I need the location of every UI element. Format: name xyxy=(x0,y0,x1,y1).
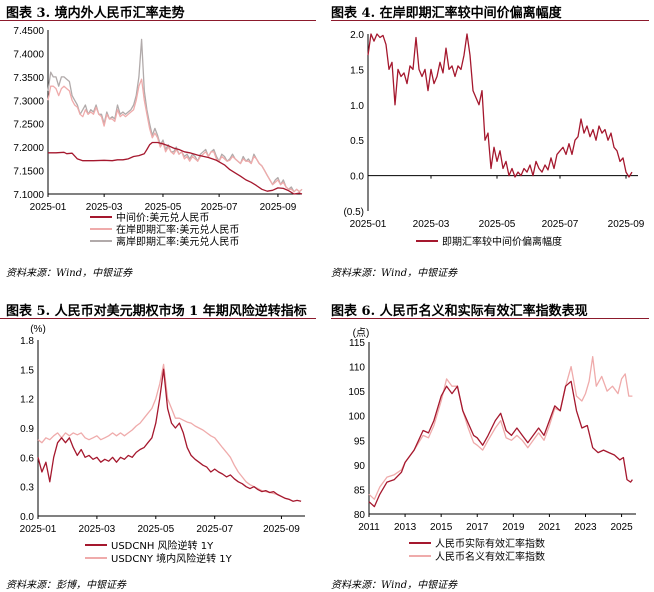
x-tick-label: 2017 xyxy=(466,522,489,533)
source-note: 资料来源：彭博，中银证券 xyxy=(6,580,126,591)
legend-label: 人民币名义有效汇率指数 xyxy=(435,550,545,563)
series-line xyxy=(37,363,294,502)
panel-title: 图表 4. 在岸即期汇率较中间价偏离幅度 xyxy=(331,6,562,21)
series-line xyxy=(37,368,302,502)
legend-label: 离岸即期汇率:美元兑人民币 xyxy=(116,235,239,248)
source-note: 资料来源：Wind，中银证券 xyxy=(331,580,458,591)
y-tick-label: 105 xyxy=(348,387,365,398)
y-tick-label: 0.5 xyxy=(350,136,364,147)
panel-title: 图表 3. 境内外人民币汇率走势 xyxy=(6,6,185,21)
panel-onshore-offshore: 图表 3. 境内外人民币汇率走势 7.4500 7.4000 7.3500 7.300… xyxy=(0,0,320,290)
y-axis-unit: (点) xyxy=(353,327,370,339)
x-tick-label: 2025-09 xyxy=(263,524,300,535)
x-tick-label: 2025-01 xyxy=(20,524,57,535)
x-tick-label: 2025-07 xyxy=(196,524,233,535)
x-tick-label: 2025-01 xyxy=(350,219,387,230)
x-tick-label: 2025-03 xyxy=(79,524,116,535)
y-tick-label: 85 xyxy=(354,485,366,496)
y-tick-label: 80 xyxy=(354,510,366,521)
title-divider xyxy=(331,20,649,21)
x-tick-label: 2025-09 xyxy=(608,219,645,230)
series-line xyxy=(47,78,303,193)
panel-risk-reversal: 图表 5. 人民币对美元期权市场 1 年期风险逆转指标 1.8 1.5 1.2 0.9… xyxy=(0,298,320,592)
y-tick-label: 0.0 xyxy=(350,172,364,183)
panel-title: 图表 6. 人民币名义和实际有效汇率指数表现 xyxy=(331,304,588,319)
series-line xyxy=(48,141,303,195)
y-tick-label: 100 xyxy=(348,412,365,423)
y-tick-label: 7.2000 xyxy=(13,143,44,154)
x-tick-label: 2025-07 xyxy=(542,219,579,230)
x-tick-label: 2025-03 xyxy=(86,202,123,213)
x-tick-label: 2025 xyxy=(610,522,633,533)
y-tick-label: 7.4500 xyxy=(13,26,44,37)
series-line xyxy=(367,33,633,178)
x-tick-label: 2013 xyxy=(394,522,417,533)
x-tick-label: 2015 xyxy=(430,522,453,533)
legend-label: USDCNH 风险逆转 1Y xyxy=(111,539,214,552)
x-tick-label: 2025-03 xyxy=(413,219,450,230)
y-tick-label: 115 xyxy=(349,338,365,349)
y-tick-label: 90 xyxy=(354,461,366,472)
title-divider xyxy=(0,318,316,319)
y-tick-label: 1.8 xyxy=(20,336,34,347)
y-tick-label: 1.2 xyxy=(20,395,34,406)
x-tick-label: 2011 xyxy=(358,522,380,533)
series-line xyxy=(368,380,633,508)
y-tick-label: 7.1500 xyxy=(13,167,44,178)
legend-label: USDCNY 境内风险逆转 1Y xyxy=(111,552,233,565)
x-tick-label: 2025-09 xyxy=(260,202,297,213)
y-tick-label: 7.3500 xyxy=(13,73,44,84)
series-line xyxy=(368,356,633,500)
y-tick-label: 110 xyxy=(349,363,365,374)
y-tick-label: 7.2500 xyxy=(13,120,44,131)
legend-label: 中间价:美元兑人民币 xyxy=(116,211,209,224)
x-tick-label: 2021 xyxy=(538,522,561,533)
legend-label: 人民币实际有效汇率指数 xyxy=(435,537,545,550)
x-tick-label: 2025-07 xyxy=(201,202,238,213)
x-tick-label: 2025-05 xyxy=(479,219,516,230)
x-tick-label: 2023 xyxy=(574,522,597,533)
title-divider xyxy=(0,20,316,21)
x-tick-label: 2025-01 xyxy=(30,202,67,213)
y-tick-label: 7.3000 xyxy=(13,96,44,107)
y-tick-label: 0.6 xyxy=(20,453,34,464)
panel-spot-deviation: 图表 4. 在岸即期汇率较中间价偏离幅度 2.0 1.5 1.0 0.5 0.0 (0.5… xyxy=(331,0,654,290)
y-tick-label: 1.0 xyxy=(350,101,364,112)
source-note: 资料来源：Wind，中银证券 xyxy=(6,268,133,279)
chart-1: 7.4500 7.4000 7.3500 7.3000 7.2500 7.2000 7.15… xyxy=(13,26,303,248)
y-tick-label: (0.5) xyxy=(343,207,364,218)
title-divider xyxy=(331,318,649,319)
y-tick-label: 7.4000 xyxy=(13,49,44,60)
chart-2: 2.0 1.5 1.0 0.5 0.0 (0.5)2025-01 2025-03 2025-0… xyxy=(343,30,645,248)
legend-label: 即期汇率较中间价偏离幅度 xyxy=(442,235,562,248)
y-tick-label: 0.3 xyxy=(20,483,34,494)
x-tick-label: 2025-05 xyxy=(137,524,174,535)
y-axis-unit: (%) xyxy=(30,324,46,335)
y-tick-label: 0.0 xyxy=(20,512,34,523)
x-tick-label: 2025-05 xyxy=(145,202,182,213)
source-note: 资料来源：Wind，中银证券 xyxy=(331,268,458,279)
y-tick-label: 2.0 xyxy=(350,30,364,41)
legend-label: 在岸即期汇率:美元兑人民币 xyxy=(116,223,239,236)
y-tick-label: 0.9 xyxy=(20,424,34,435)
panel-effective-rate: 图表 6. 人民币名义和实际有效汇率指数表现 115 110 105 100 95 90 8… xyxy=(331,298,654,592)
y-tick-label: 1.5 xyxy=(350,65,364,76)
panel-title: 图表 5. 人民币对美元期权市场 1 年期风险逆转指标 xyxy=(6,304,307,319)
y-tick-label: 95 xyxy=(354,436,366,447)
y-tick-label: 1.5 xyxy=(20,365,34,376)
x-tick-label: 2019 xyxy=(502,522,525,533)
y-tick-label: 7.1000 xyxy=(13,190,44,201)
